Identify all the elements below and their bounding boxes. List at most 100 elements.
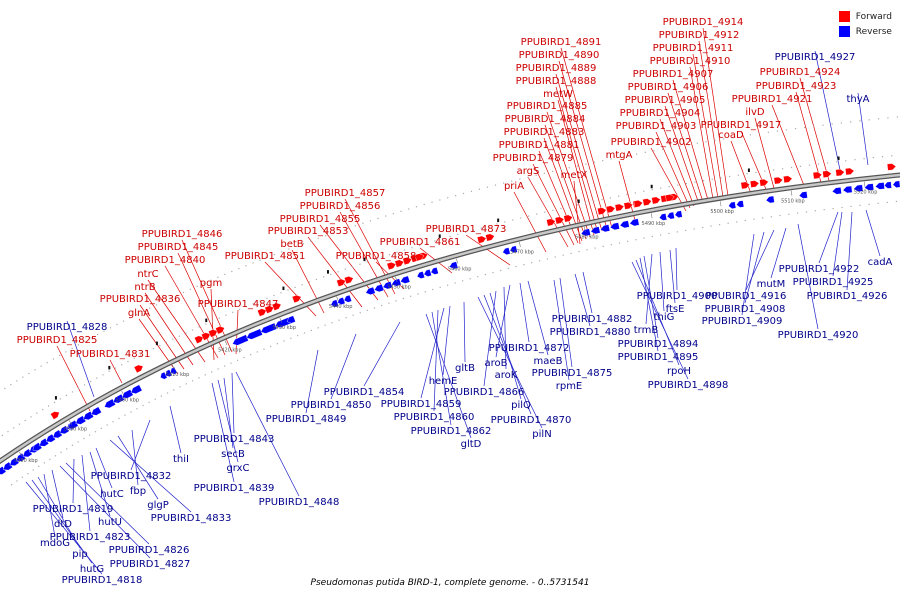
- leader-line: [425, 313, 472, 439]
- reverse-gene-arrow: [875, 182, 885, 190]
- leader-line: [832, 211, 843, 277]
- track-dot: [71, 391, 74, 393]
- track-dot: [626, 193, 628, 196]
- forward-gene-arrow: [651, 196, 661, 205]
- leader-line: [495, 284, 511, 358]
- leader-line: [546, 111, 591, 238]
- axis-tick-mark: [121, 390, 125, 396]
- track-dot: [302, 243, 305, 245]
- leader-line: [211, 382, 235, 483]
- track-dot: [744, 219, 746, 222]
- track-dot: [301, 284, 303, 286]
- forward-gene-arrow: [264, 305, 275, 314]
- track-dot: [434, 240, 436, 242]
- gene-label-ppubird1-4848: PPUBIRD1_4848: [259, 497, 340, 508]
- forward-gene-arrow: [394, 259, 405, 268]
- track-dot: [359, 312, 361, 314]
- track-dot: [231, 270, 233, 273]
- track-dot: [13, 427, 15, 429]
- track-dot: [643, 237, 645, 239]
- reverse-gene-arrow: [75, 415, 87, 425]
- track-marker: [108, 365, 111, 370]
- track-dot: [18, 423, 21, 425]
- track-dot: [850, 121, 852, 123]
- track-dot: [374, 258, 376, 261]
- gene-label-ppubird1-4881: PPUBIRD1_4881: [499, 140, 580, 151]
- gene-label-ppubird1-4861: PPUBIRD1_4861: [380, 237, 461, 248]
- leader-line: [635, 259, 680, 366]
- track-dot: [133, 357, 135, 359]
- axis-tick-label: 5410 kbp: [166, 372, 190, 378]
- axis-tick-mark: [790, 190, 793, 196]
- gene-label-ppubird1-4862: PPUBIRD1_4862: [411, 426, 492, 437]
- leader-line: [330, 333, 357, 400]
- track-dot: [217, 368, 219, 370]
- forward-gene-arrow: [271, 302, 282, 311]
- track-dot: [578, 250, 580, 253]
- track-dot: [28, 372, 30, 375]
- track-dot: [189, 288, 191, 290]
- leader-line: [305, 349, 319, 414]
- track-dot: [338, 319, 340, 321]
- reverse-gene-arrow: [52, 429, 63, 439]
- leader-line: [814, 50, 841, 171]
- reverse-gene-arrow: [382, 281, 393, 290]
- leader-line: [169, 405, 182, 454]
- track-dot: [185, 383, 187, 385]
- track-dot: [496, 223, 498, 225]
- gene-label-ppubird1-4860: PPUBIRD1_4860: [394, 412, 475, 423]
- track-dot: [546, 258, 548, 260]
- track-dot: [149, 307, 151, 309]
- track-dot: [544, 211, 546, 213]
- track-dot: [400, 210, 402, 212]
- track-dot: [478, 188, 481, 190]
- track-dot: [644, 151, 646, 153]
- track-dot: [324, 324, 326, 326]
- track-dot: [49, 458, 51, 460]
- gene-labels: PPUBIRD1_4914 PPUBIRD1_4912 PPUBIRD1_4911 P…: [17, 17, 893, 586]
- axis-tick-label: 5500 kbp: [710, 209, 734, 215]
- track-dot: [439, 286, 441, 288]
- track-dot: [236, 359, 239, 361]
- track-marker: [577, 199, 580, 204]
- forward-gene-arrow: [194, 335, 204, 344]
- gene-label-ppubird1-4885: PPUBIRD1_4885: [507, 101, 588, 112]
- leader-line: [483, 294, 532, 415]
- leader-line: [527, 176, 569, 248]
- gene-label-ppubird1-4907: PPUBIRD1_4907: [633, 69, 714, 80]
- track-dot: [116, 323, 118, 326]
- track-dot: [160, 395, 162, 397]
- leader-line: [846, 211, 853, 291]
- track-dot: [109, 327, 112, 329]
- track-dot: [570, 252, 572, 254]
- gene-label-ppubird1-4866: PPUBIRD1_4866: [444, 387, 525, 398]
- track-dot: [366, 309, 368, 311]
- forward-gene-arrow: [597, 207, 607, 216]
- gene-label-ppubird1-4833: PPUBIRD1_4833: [151, 513, 232, 524]
- track-dot: [679, 145, 681, 147]
- track-dot: [259, 259, 261, 261]
- axis-tick-label: 5460 kbp: [448, 266, 472, 272]
- leader-line: [72, 458, 75, 504]
- leader-line: [65, 462, 150, 545]
- track-dot: [185, 332, 187, 334]
- leader-line: [730, 140, 753, 197]
- axis-tick-mark: [519, 241, 521, 247]
- forward-gene-arrow: [291, 294, 302, 304]
- track-dot: [764, 170, 766, 172]
- reverse-gene-arrow: [666, 211, 675, 220]
- reverse-gene-arrow: [842, 185, 853, 194]
- track-dot: [627, 240, 629, 242]
- track-dot: [191, 329, 194, 331]
- track-dot: [635, 239, 637, 241]
- forward-gene-arrow: [133, 364, 144, 374]
- track-dot: [431, 201, 433, 203]
- track-dot: [576, 165, 579, 167]
- track-dot: [609, 197, 611, 199]
- track-dot: [182, 291, 185, 294]
- track-dot: [788, 213, 790, 215]
- track-dot: [266, 297, 268, 299]
- track-dot: [651, 189, 653, 191]
- track-dot: [179, 386, 181, 388]
- track-dot: [359, 263, 361, 265]
